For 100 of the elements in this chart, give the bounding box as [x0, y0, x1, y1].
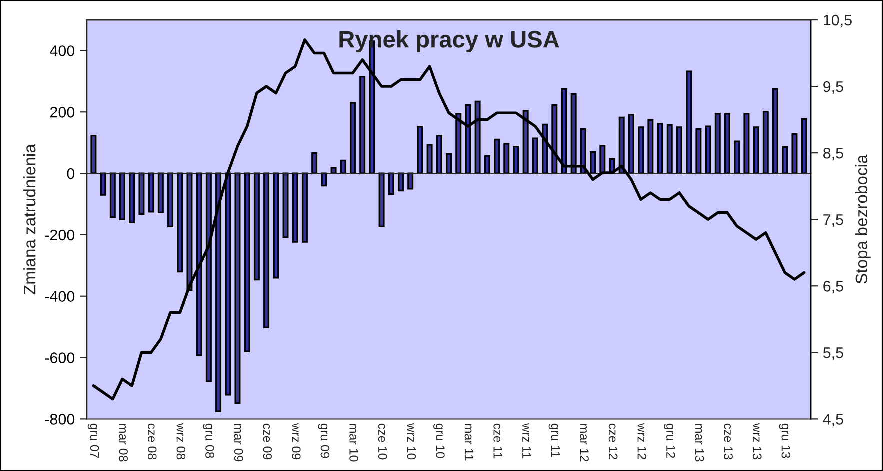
bar: [734, 140, 740, 174]
bar: [110, 172, 116, 218]
chart-title: Rynek pracy w USA: [340, 30, 560, 53]
bar: [676, 126, 682, 174]
y-tick-label: -800: [45, 414, 75, 425]
bar: [484, 156, 490, 174]
bar: [772, 88, 778, 174]
bar: [148, 172, 154, 213]
x-tick-label: gru 13: [779, 424, 791, 458]
bar: [792, 133, 798, 174]
bar: [186, 172, 193, 292]
y-tick-label: -400: [45, 291, 75, 302]
y2-tick-label: 8,5: [824, 148, 844, 161]
x-tick-label: cze 09: [263, 424, 272, 460]
bar: [456, 113, 462, 174]
x-tick-label: gru 09: [318, 424, 330, 458]
bar: [628, 114, 634, 174]
bar: [590, 152, 596, 174]
x-tick-label: wrz 10: [407, 423, 416, 460]
bar: [436, 134, 442, 174]
bar: [158, 172, 164, 214]
y2-tick-label: 9,5: [824, 81, 844, 94]
bar: [474, 100, 481, 174]
bar: [618, 116, 625, 174]
bar: [657, 122, 664, 174]
bar: [321, 172, 328, 187]
bar: [513, 146, 520, 174]
x-tick-label: gru 08: [203, 424, 214, 458]
x-tick-label: gru 07: [88, 424, 100, 458]
bar: [129, 172, 136, 224]
bar: [244, 172, 250, 352]
bar: [360, 76, 366, 174]
bar: [330, 167, 337, 174]
bar: [580, 128, 586, 174]
bar: [782, 146, 788, 174]
bar: [522, 110, 529, 174]
bar: [388, 172, 394, 195]
bar: [234, 172, 241, 404]
bar: [138, 172, 145, 216]
bar: [264, 172, 270, 329]
bar: [90, 134, 97, 174]
bar: [340, 160, 346, 174]
bar: [638, 126, 644, 174]
bar: [254, 172, 260, 281]
x-tick-label: cze 08: [148, 424, 157, 460]
x-tick-label: mar 10: [350, 424, 358, 462]
y-tick-label: 0: [67, 168, 75, 180]
x-tick-label: cze 13: [724, 424, 733, 460]
x-tick-label: mar 09: [234, 424, 244, 462]
x-tick-label: wrz 08: [176, 423, 186, 460]
bar: [504, 143, 510, 174]
bar: [494, 138, 500, 174]
bar: [417, 126, 424, 174]
bar: [282, 172, 289, 238]
bar: [561, 88, 568, 174]
bar: [177, 172, 184, 273]
bar: [292, 172, 298, 243]
x-tick-label: cze 11: [494, 424, 502, 459]
y2-tick-label: 5,5: [823, 348, 844, 360]
bar: [686, 70, 692, 174]
bar: [378, 172, 385, 228]
bar: [168, 172, 174, 228]
x-tick-label: cze 12: [608, 424, 618, 460]
bar: [446, 153, 452, 174]
bar: [312, 152, 318, 174]
y2-tick-label: 6,5: [824, 281, 844, 294]
bar: [398, 172, 404, 192]
x-tick-label: mar 11: [464, 424, 474, 461]
x-tick-label: mar 13: [695, 424, 704, 462]
y2-tick-label: 4,5: [823, 414, 844, 427]
bar: [696, 128, 702, 174]
bar: [666, 124, 673, 174]
bar: [753, 126, 760, 174]
bar: [744, 113, 750, 174]
bar: [705, 126, 712, 174]
y-tick-label: 200: [50, 107, 75, 118]
bar: [302, 172, 308, 243]
bar: [225, 172, 232, 396]
y2-tick-label: 10,5: [824, 14, 852, 28]
bar: [600, 145, 606, 174]
bar: [714, 113, 721, 174]
x-tick-label: gru 10: [434, 424, 445, 458]
bar: [273, 172, 280, 279]
x-tick-label: gru 11: [548, 424, 560, 458]
bar: [762, 110, 769, 174]
x-tick-label: wrz 12: [638, 423, 647, 460]
bar: [552, 104, 558, 174]
y2-axis-title: Stopa bezrobocia: [855, 154, 871, 284]
bar: [196, 172, 202, 356]
y-axis-title: Zmiana zatrudnienia: [24, 144, 36, 295]
bar: [350, 102, 356, 174]
x-tick-label: wrz 11: [522, 423, 532, 459]
bar: [724, 113, 730, 174]
bar: [570, 93, 577, 174]
x-tick-label: mar 12: [580, 424, 589, 462]
y-tick-label: -600: [45, 352, 75, 364]
bar: [801, 118, 808, 174]
bar: [120, 172, 126, 220]
bar: [100, 172, 106, 196]
y-tick-label: -200: [45, 230, 75, 241]
